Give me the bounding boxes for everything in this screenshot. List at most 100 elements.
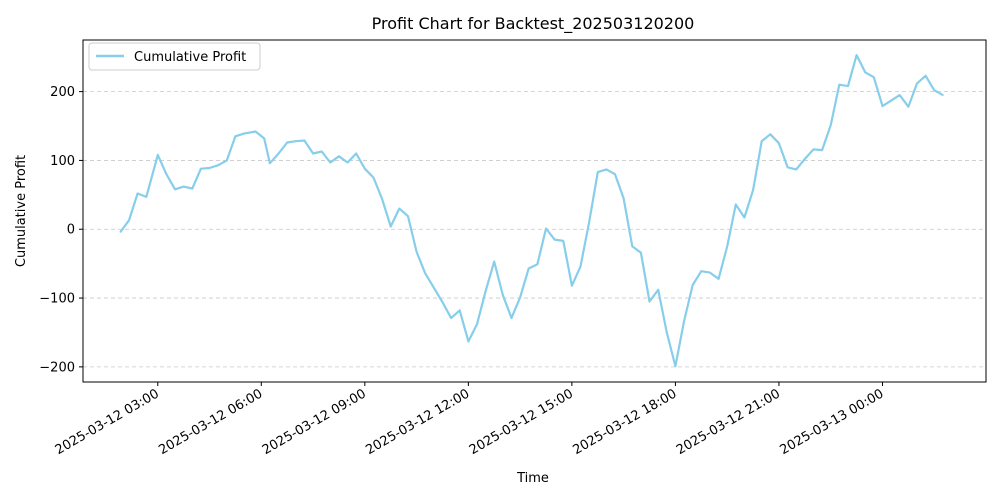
data-point (631, 245, 634, 248)
data-point (778, 142, 780, 144)
chart-title: Profit Chart for Backtest_202503120200 (372, 14, 695, 34)
data-point (873, 76, 875, 78)
data-point (657, 289, 659, 291)
data-point (648, 300, 651, 303)
y-tick-label: −100 (39, 292, 75, 307)
data-point (182, 185, 185, 188)
data-point (752, 189, 754, 191)
y-tick-label: −200 (39, 360, 75, 375)
data-point (458, 309, 461, 312)
data-point (433, 286, 435, 289)
data-point (502, 294, 504, 297)
data-point (691, 284, 694, 286)
data-point (165, 173, 168, 175)
y-axis-title: Cumulative Profit (14, 155, 29, 267)
data-point (881, 105, 884, 107)
data-point (398, 207, 401, 210)
data-point (760, 140, 763, 142)
data-point (890, 99, 892, 102)
data-point (208, 167, 211, 169)
data-point (364, 167, 366, 170)
data-point (493, 260, 496, 263)
data-point (128, 219, 130, 222)
data-point (312, 152, 314, 155)
data-point (303, 139, 306, 142)
data-point (200, 167, 202, 170)
series-line-cumulative-profit (119, 54, 944, 368)
data-point (226, 159, 228, 162)
legend-box (88, 42, 261, 71)
data-point (191, 187, 194, 190)
data-point (510, 317, 513, 319)
data-point (829, 124, 832, 127)
data-point (484, 290, 487, 293)
data-point (666, 331, 668, 334)
data-point (277, 152, 280, 155)
data-point (346, 161, 349, 164)
data-point (597, 171, 599, 173)
data-point (674, 365, 677, 368)
data-point (709, 271, 711, 274)
y-tick-label: 100 (50, 154, 75, 169)
data-point (320, 150, 323, 153)
data-point (786, 166, 789, 169)
data-point (254, 130, 257, 133)
data-point (269, 162, 271, 164)
data-point (907, 105, 910, 108)
data-point (942, 94, 944, 96)
data-point (295, 140, 297, 142)
data-point (588, 221, 590, 224)
data-point (157, 154, 159, 156)
data-point (683, 320, 685, 323)
data-point (804, 158, 806, 160)
data-point (735, 203, 737, 206)
data-point (441, 301, 444, 304)
data-point (338, 155, 340, 158)
data-point (614, 173, 616, 175)
y-axis: −200 −100 0 100 200 (39, 85, 83, 375)
x-axis-title: Time (516, 471, 549, 486)
legend: Cumulative Profit (88, 42, 261, 71)
series-layer (119, 54, 944, 368)
data-point (389, 225, 392, 228)
data-point (372, 176, 375, 179)
data-point (700, 270, 703, 273)
data-point (545, 227, 547, 230)
data-point (821, 149, 823, 151)
data-point (717, 278, 720, 280)
data-point (234, 135, 237, 138)
data-point (855, 54, 858, 56)
data-point (933, 89, 935, 91)
data-point (519, 296, 521, 299)
data-point (622, 197, 625, 200)
data-point (381, 198, 383, 200)
data-point (263, 137, 266, 140)
data-point (812, 148, 815, 151)
data-point (424, 272, 427, 275)
data-point (243, 132, 245, 135)
data-point (769, 133, 772, 136)
data-point (329, 161, 332, 164)
data-point (640, 251, 642, 254)
data-point (467, 340, 470, 343)
data-point (450, 317, 452, 319)
data-point (579, 265, 582, 268)
data-point (217, 164, 219, 166)
data-point (145, 196, 148, 198)
data-point (174, 188, 176, 191)
data-point (476, 323, 478, 326)
data-point (847, 85, 849, 87)
data-point (553, 238, 556, 241)
data-point (286, 141, 289, 144)
y-gridlines (83, 91, 986, 368)
data-point (415, 251, 418, 253)
data-point (562, 240, 565, 242)
legend-label-cumulative-profit: Cumulative Profit (134, 50, 246, 65)
data-point (605, 168, 608, 171)
data-point (571, 284, 573, 287)
data-point (795, 168, 797, 171)
data-point (355, 152, 358, 155)
data-point (536, 263, 539, 266)
